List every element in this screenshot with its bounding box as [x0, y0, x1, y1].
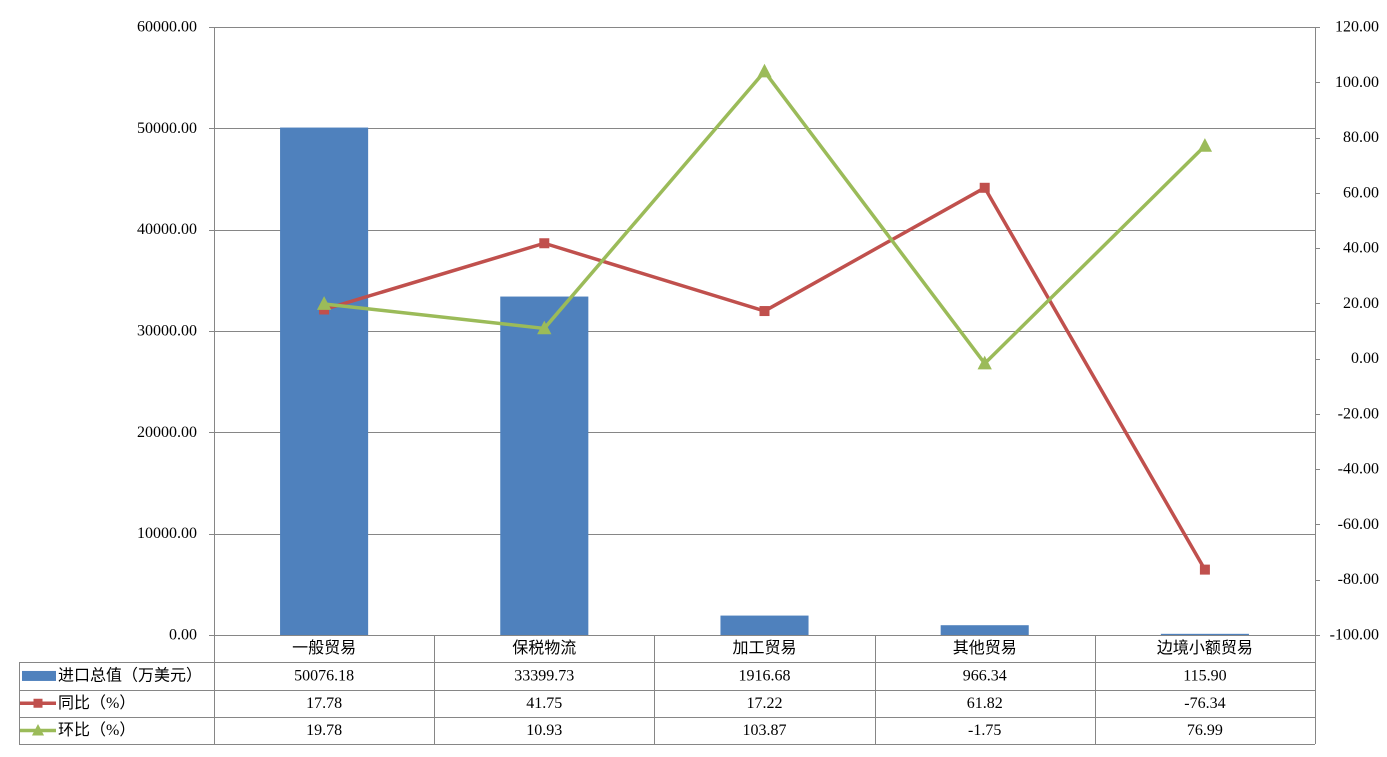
gridlines [214, 27, 1315, 636]
line-series-2 [316, 63, 1213, 370]
table-value: 50076.18 [294, 667, 354, 684]
legend-triangle-marker [31, 723, 45, 736]
line-series-1 [319, 182, 1210, 575]
table-value: 19.78 [306, 722, 342, 739]
square-marker-1 [539, 238, 550, 249]
table-value: 10.93 [526, 722, 562, 739]
legend-key-2 [20, 723, 56, 736]
table-value: 115.90 [1183, 667, 1226, 684]
legend-key-bar [22, 670, 56, 681]
table-value: 1916.68 [739, 667, 791, 684]
category-label: 其他贸易 [953, 639, 1017, 657]
right-axis-tick-label: -40.00 [1338, 461, 1379, 478]
table-value: 966.34 [963, 667, 1007, 684]
table-value: -76.34 [1184, 695, 1225, 712]
right-axis-tick-label: -20.00 [1338, 405, 1379, 422]
right-axis-tick-label: 0.00 [1351, 350, 1379, 367]
bar-series [280, 127, 1249, 636]
table-value: 103.87 [743, 722, 787, 739]
right-axis-tick-label: 80.00 [1343, 129, 1379, 146]
category-label: 保税物流 [512, 639, 576, 657]
left-axis-tick-label: 10000.00 [137, 525, 197, 542]
table-value: 17.22 [747, 695, 783, 712]
right-axis-tick-label: -80.00 [1338, 571, 1379, 588]
table-value: 76.99 [1187, 722, 1223, 739]
triangle-marker-1 [537, 320, 552, 335]
category-label: 加工贸易 [732, 639, 796, 657]
legend-label: 环比（%） [58, 721, 135, 739]
legend-square-marker [33, 698, 43, 708]
triangle-marker-0 [316, 296, 332, 310]
bar-1 [500, 296, 589, 635]
table-value: -1.75 [968, 722, 1001, 739]
right-axis-tick-label: 120.00 [1335, 19, 1379, 36]
table-value: 17.78 [306, 695, 342, 712]
left-axis-tick-label: 30000.00 [137, 323, 197, 340]
legend-key-1 [20, 698, 56, 708]
category-label: 边境小额贸易 [1157, 638, 1253, 657]
left-axis-tick-label: 60000.00 [137, 19, 197, 36]
series-line-2 [322, 69, 1207, 366]
right-axis-tick-label: -100.00 [1330, 627, 1379, 644]
legend-key-0 [22, 670, 56, 681]
table-value: 33399.73 [514, 667, 574, 684]
legend-label: 同比（%） [58, 694, 135, 712]
axes: 0.00 10000.00 20000.00 30000.00 40000.00 5000… [137, 19, 1379, 745]
left-axis-tick-label: 0.00 [169, 627, 197, 644]
left-axis-tick-label: 20000.00 [137, 424, 197, 441]
square-marker-2 [759, 306, 770, 317]
square-marker-3 [979, 182, 990, 193]
category-label: 一般贸易 [292, 639, 356, 657]
triangle-marker-2 [757, 63, 772, 78]
bar-0 [280, 127, 369, 636]
left-axis-tick-label: 40000.00 [137, 221, 197, 238]
triangle-marker-4 [1197, 138, 1213, 152]
legend-label: 进口总值（万美元） [58, 666, 202, 684]
triangle-marker-3 [977, 355, 992, 370]
right-axis-tick-label: 40.00 [1343, 240, 1379, 257]
bar-2 [720, 615, 809, 635]
right-axis-tick-label: 20.00 [1343, 295, 1379, 312]
bar-3 [940, 625, 1029, 635]
right-axis-tick-label: -60.00 [1338, 516, 1379, 533]
left-axis-tick-label: 50000.00 [137, 120, 197, 137]
series-line-1 [322, 186, 1207, 572]
table-value: 61.82 [967, 695, 1003, 712]
bar-4 [1160, 633, 1249, 635]
right-axis-tick-label: 60.00 [1343, 184, 1379, 201]
right-axis-tick-label: 100.00 [1335, 74, 1379, 91]
table-value: 41.75 [526, 695, 562, 712]
square-marker-4 [1199, 564, 1210, 575]
